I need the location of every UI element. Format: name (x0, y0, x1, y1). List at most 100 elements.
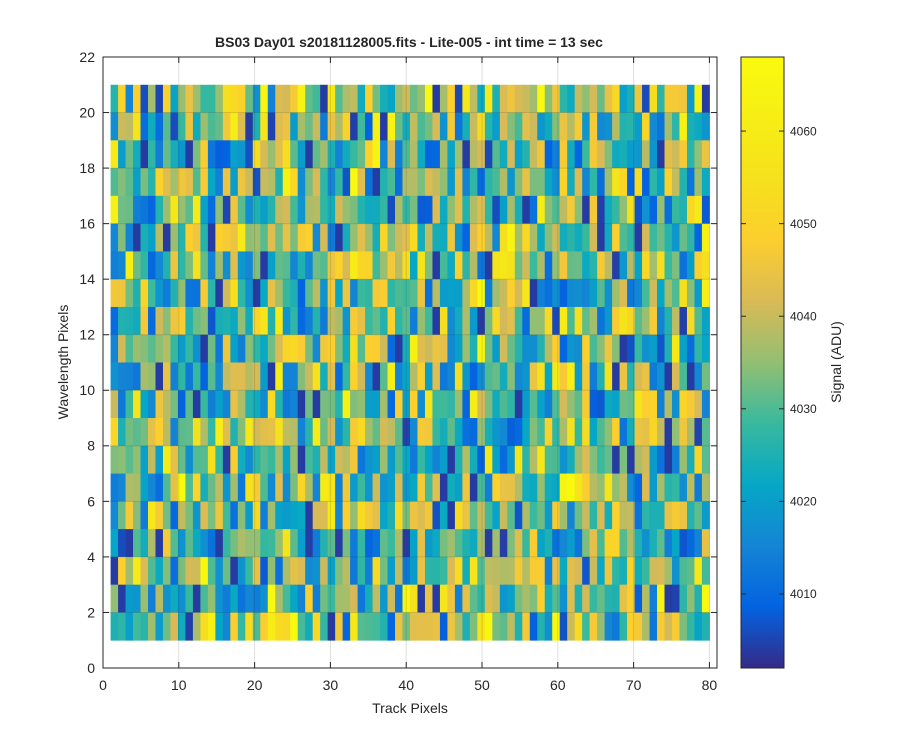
heatmap-cell (133, 584, 141, 613)
heatmap-cell (597, 556, 606, 586)
heatmap-cell (507, 334, 516, 363)
heatmap-cell (342, 334, 351, 363)
heatmap-cell (148, 251, 156, 280)
heatmap-cell (342, 251, 351, 280)
heatmap-cell (282, 362, 291, 391)
heatmap-cell (686, 612, 695, 641)
heatmap-cell (701, 140, 710, 169)
heatmap-cell (544, 306, 553, 336)
heatmap-cell (567, 195, 576, 225)
heatmap-cell (125, 334, 134, 363)
heatmap-cell (177, 501, 186, 530)
heatmap-cell (567, 390, 576, 419)
heatmap-cell (604, 84, 613, 113)
heatmap-cell (335, 168, 344, 197)
heatmap-cell (499, 362, 508, 391)
heatmap-cell (642, 529, 650, 558)
heatmap-cell (267, 390, 276, 419)
heatmap-cell (484, 362, 493, 391)
heatmap-cell (424, 251, 433, 280)
heatmap-cell (327, 306, 336, 336)
heatmap-cell (597, 334, 606, 363)
heatmap-cell (679, 168, 688, 197)
heatmap-cell (664, 556, 673, 586)
heatmap-cell (499, 251, 508, 280)
plot-frame (102, 56, 718, 669)
heatmap-cell (597, 251, 606, 280)
heatmap-cell (357, 140, 366, 169)
heatmap-cell (439, 195, 448, 225)
heatmap-cell (230, 418, 239, 447)
heatmap-cell (574, 306, 583, 336)
heatmap-cell (297, 168, 306, 197)
heatmap-cell (365, 362, 373, 391)
heatmap-cell (492, 140, 501, 169)
heatmap-cell (664, 390, 673, 419)
x-tick-label: 50 (474, 677, 490, 693)
heatmap-cell (320, 556, 329, 586)
heatmap-cell (222, 390, 231, 419)
heatmap-cell (402, 584, 411, 613)
heatmap-cell (619, 112, 628, 141)
heatmap-cell (567, 223, 576, 252)
heatmap-cell (686, 390, 695, 419)
heatmap-cell (619, 84, 628, 113)
heatmap-cell (372, 251, 381, 280)
heatmap-cell (432, 112, 441, 141)
heatmap-cell (335, 390, 344, 419)
heatmap-cell (477, 529, 486, 558)
heatmap-cell (634, 612, 643, 641)
heatmap-cell (612, 168, 620, 197)
heatmap-cell (522, 612, 531, 641)
heatmap-cell (686, 473, 695, 502)
heatmap-cell (447, 418, 456, 447)
heatmap-cell (477, 362, 486, 391)
heatmap-cell (432, 501, 441, 530)
heatmap-cell (439, 306, 448, 336)
x-tick-label: 40 (398, 677, 414, 693)
heatmap-cell (694, 168, 703, 197)
heatmap-cell (417, 390, 426, 419)
heatmap-cell (462, 556, 471, 586)
heatmap-cell (544, 529, 553, 558)
heatmap-cell (469, 529, 478, 558)
heatmap-cell (447, 251, 456, 280)
heatmap-cell (612, 418, 620, 447)
heatmap-cell (514, 251, 523, 280)
heatmap-cell (215, 140, 224, 169)
heatmap-cell (649, 473, 658, 502)
heatmap-cell (342, 390, 351, 419)
heatmap-cell (649, 251, 658, 280)
heatmap-cell (589, 251, 598, 280)
heatmap-cell (245, 501, 254, 530)
heatmap-cell (439, 612, 448, 641)
heatmap-cell (380, 195, 388, 225)
heatmap-cell (312, 584, 321, 613)
heatmap-cell (155, 279, 164, 308)
heatmap-cell (110, 334, 119, 363)
heatmap-cell (282, 140, 291, 169)
heatmap-cell (612, 251, 620, 280)
heatmap-cell (372, 445, 381, 474)
heatmap-cell (222, 612, 231, 641)
heatmap-cell (589, 418, 598, 447)
heatmap-cell (297, 251, 306, 280)
heatmap-cell (207, 501, 216, 530)
heatmap-cell (275, 473, 284, 502)
heatmap-cell (133, 223, 141, 252)
heatmap-cell (679, 251, 688, 280)
heatmap-cell (462, 195, 471, 225)
heatmap-cell (387, 84, 396, 113)
heatmap-cell (462, 418, 471, 447)
heatmap-cell (439, 445, 448, 474)
heatmap-cell (439, 279, 448, 308)
heatmap-cell (424, 556, 433, 586)
heatmap-cell (649, 306, 658, 336)
heatmap-cell (387, 612, 396, 641)
heatmap-cell (282, 390, 291, 419)
heatmap-cell (619, 529, 628, 558)
heatmap-cell (177, 84, 186, 113)
heatmap-cell (701, 390, 710, 419)
heatmap-cell (297, 334, 306, 363)
heatmap-cell (612, 473, 620, 502)
